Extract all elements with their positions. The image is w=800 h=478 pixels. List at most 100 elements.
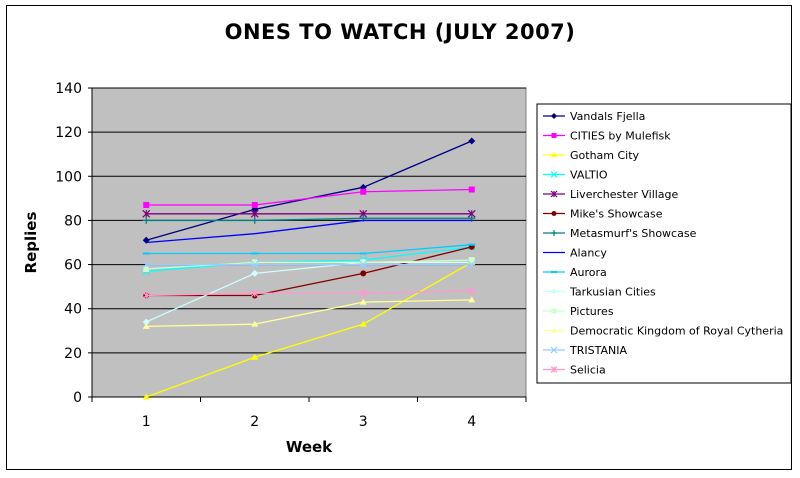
marker: [142, 318, 150, 326]
plot-area: [91, 87, 527, 398]
marker: [550, 366, 558, 373]
series-lines: [142, 137, 476, 400]
marker: [550, 346, 558, 354]
series-line: [146, 290, 472, 297]
marker: [467, 260, 476, 269]
marker: [251, 320, 259, 327]
legend-label: Metasmurf's Showcase: [570, 227, 697, 240]
y-tick-label: 80: [64, 213, 82, 229]
marker: [359, 289, 368, 298]
series-line: [145, 261, 472, 323]
series-line: [146, 219, 472, 244]
legend-item: TRISTANIA: [543, 344, 627, 357]
series-line: [146, 188, 472, 206]
series-12: [142, 260, 476, 269]
marker: [250, 289, 259, 298]
marker: [142, 393, 150, 400]
marker: [360, 259, 367, 266]
series-13: [142, 287, 476, 300]
legend: Vandals Fjella CITIES by Mulefisk Gotham C…: [536, 103, 792, 384]
marker: [251, 269, 259, 277]
legend-item: Democratic Kingdom of Royal Cytheria: [543, 325, 783, 338]
series-line: [146, 259, 472, 270]
marker: [360, 270, 367, 277]
marker: [468, 137, 476, 145]
legend-item: Tarkusian Cities: [543, 286, 656, 299]
y-tick-label: 20: [64, 346, 82, 362]
series-line: [146, 244, 472, 255]
marker: [551, 308, 557, 314]
legend-item: CITIES by Mulefisk: [543, 130, 671, 143]
legend-label: Alancy: [570, 247, 607, 260]
series-8: [142, 243, 476, 255]
y-tick-label: 0: [73, 390, 82, 406]
marker: [551, 288, 557, 295]
legend-item: Metasmurf's Showcase: [543, 227, 697, 240]
legend-label: Selicia: [570, 364, 606, 377]
x-tick-label: 3: [359, 414, 368, 430]
legend-label: Tarkusian Cities: [569, 286, 656, 299]
y-tick-label: 120: [55, 125, 82, 141]
marker: [251, 216, 259, 224]
marker: [551, 133, 557, 138]
legend-item: Gotham City: [543, 149, 640, 162]
legend-label: CITIES by Mulefisk: [570, 130, 671, 143]
legend-item: Alancy: [543, 247, 607, 260]
legend-item: Selicia: [543, 364, 606, 377]
legend-label: Liverchester Village: [570, 188, 679, 201]
series-10: [143, 257, 475, 272]
marker: [551, 230, 557, 236]
y-tick-label: 60: [64, 258, 82, 274]
legend-box: [536, 103, 792, 384]
marker: [468, 186, 475, 193]
y-tick-label: 40: [64, 302, 82, 318]
marker: [251, 259, 258, 266]
y-tick-label: 140: [55, 81, 82, 97]
legend-label: Pictures: [570, 305, 614, 318]
marker: [551, 211, 557, 216]
marker: [360, 188, 367, 195]
series-line: [146, 217, 472, 222]
marker: [468, 296, 476, 303]
legend-item: Mike's Showcase: [543, 208, 663, 221]
marker: [550, 190, 558, 198]
legend-item: Pictures: [543, 305, 614, 318]
marker: [359, 320, 367, 327]
marker: [143, 201, 150, 208]
legend-label: TRISTANIA: [569, 344, 627, 357]
y-axis-title: Replies: [22, 212, 40, 274]
marker: [142, 291, 151, 300]
marker: [142, 216, 150, 224]
marker: [143, 265, 150, 272]
marker: [142, 322, 150, 329]
plot-background: [91, 87, 527, 398]
chart-title: ONES TO WATCH (JULY 2007): [224, 20, 576, 44]
legend-item: VALTIO: [543, 169, 608, 182]
marker: [250, 260, 259, 269]
legend-label: Aurora: [570, 266, 607, 279]
legend-label: VALTIO: [570, 169, 608, 182]
legend-label: Democratic Kingdom of Royal Cytheria: [570, 325, 783, 338]
legend-label: Gotham City: [570, 149, 640, 162]
legend-item: Vandals Fjella: [543, 110, 645, 123]
marker: [551, 327, 557, 333]
marker: [359, 260, 368, 269]
marker: [550, 171, 558, 178]
x-tick-label: 2: [250, 414, 259, 430]
marker: [468, 257, 475, 264]
x-tick-label: 4: [467, 414, 476, 430]
x-tick-label: 1: [142, 414, 151, 430]
series-line: [146, 261, 473, 398]
marker: [250, 209, 259, 218]
legend-item: Aurora: [543, 266, 607, 279]
legend-item: Liverchester Village: [543, 188, 679, 201]
axes: 0 20 40 60 80 100 120 140 1 2 3 4 Week Replies: [22, 81, 527, 456]
y-tick-label: 100: [55, 169, 82, 185]
marker: [142, 260, 151, 269]
series-line: [146, 246, 472, 297]
series-line: [146, 246, 472, 272]
series-11: [142, 296, 476, 329]
marker: [467, 287, 476, 295]
legend-label: Mike's Showcase: [570, 208, 663, 221]
